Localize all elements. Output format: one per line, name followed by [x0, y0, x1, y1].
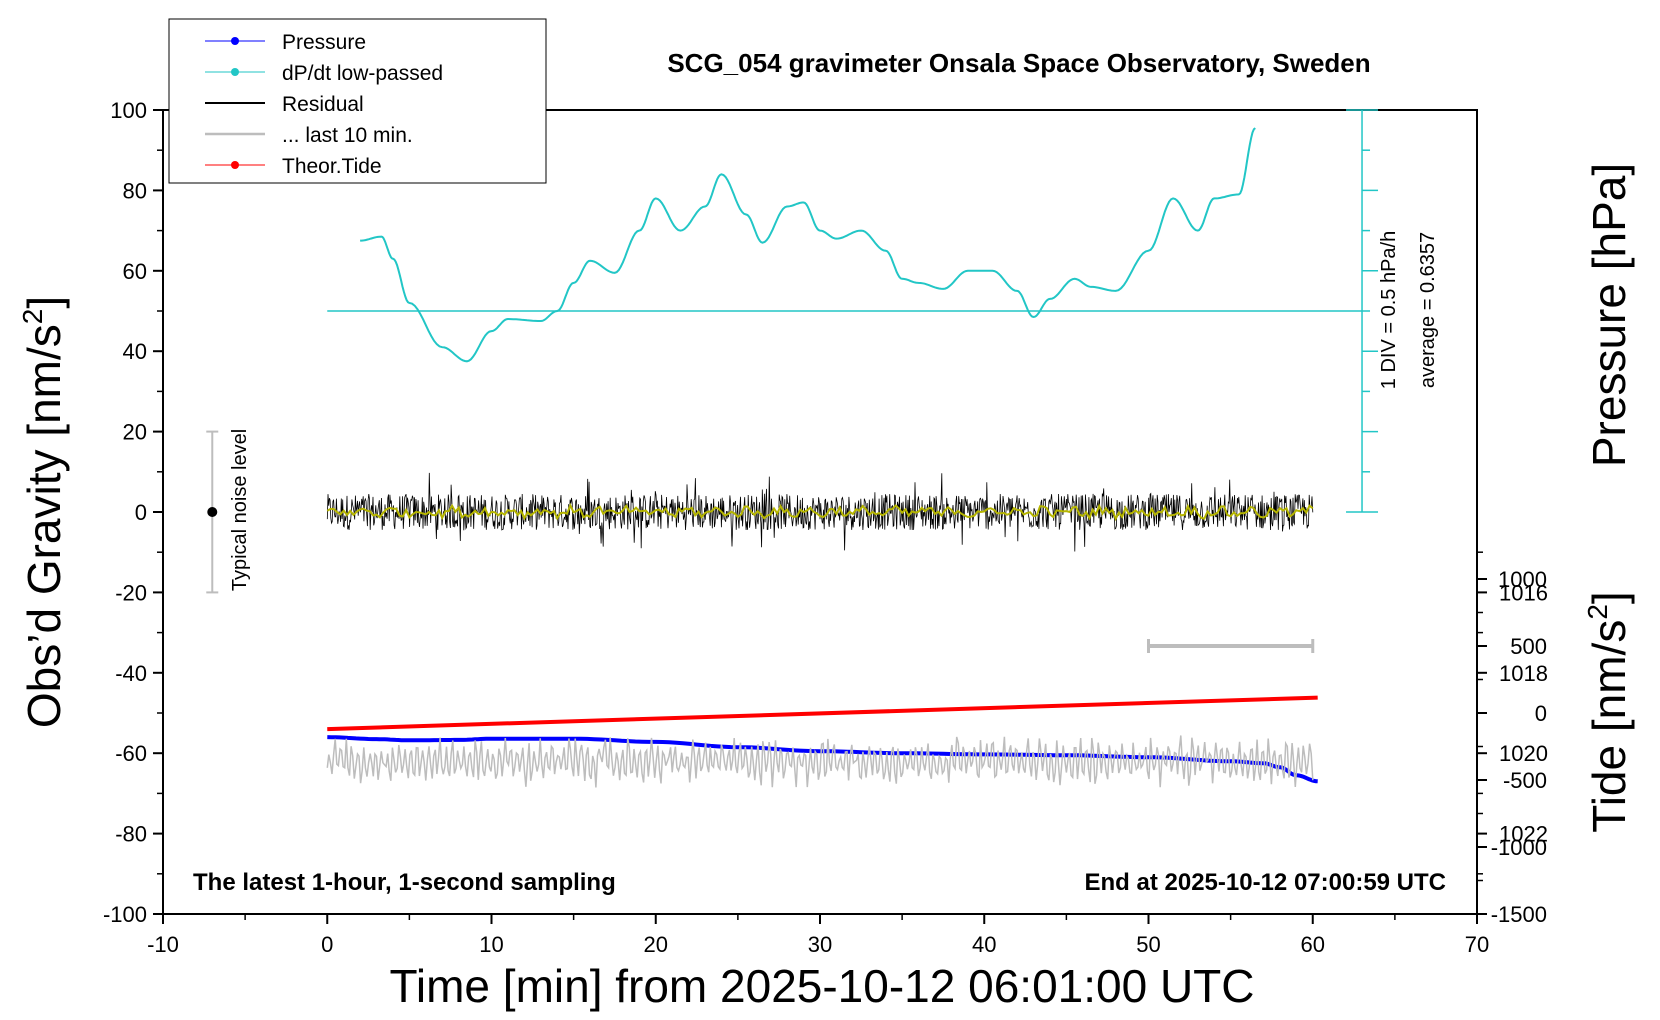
x-tick-label: 0	[321, 932, 333, 957]
y-left-tick-label: -60	[115, 741, 147, 766]
y-tide-tick-label: 0	[1535, 701, 1547, 726]
y-axis-label-tide: Tide [nm/s2]	[1582, 591, 1635, 832]
x-axis-label: Time [min] from 2025-10-12 06:01:00 UTC	[390, 960, 1255, 1012]
noise-level-label: Typical noise level	[229, 429, 251, 591]
y-left-tick-label: -100	[103, 902, 147, 927]
series-pressure	[327, 735, 1318, 784]
x-tick-label: 60	[1301, 932, 1325, 957]
legend-label: ... last 10 min.	[282, 124, 413, 147]
y-pressure-tick-label: 1020	[1499, 741, 1548, 766]
y-left-tick-label: -80	[115, 822, 147, 847]
y-axis-label-left: Obs’d Gravity [nm/s2]	[17, 296, 70, 728]
bottom-left-note: The latest 1-hour, 1-second sampling	[193, 869, 616, 896]
series-residual	[326, 472, 1314, 552]
x-tick-label: 10	[479, 932, 503, 957]
legend-label: Residual	[282, 93, 364, 116]
y-left-tick-label: 20	[123, 420, 147, 445]
series-layer	[326, 127, 1318, 788]
series-last-10-min	[326, 735, 1314, 788]
y-left-tick-label: -20	[115, 580, 147, 605]
legend-box	[168, 18, 547, 184]
x-tick-label: 50	[1136, 932, 1160, 957]
y-left-tick-label: 40	[123, 339, 147, 364]
bottom-right-note: End at 2025-10-12 07:00:59 UTC	[1085, 869, 1447, 896]
series-dpdt-low-passed	[360, 127, 1256, 363]
y-tide-tick-label: -1000	[1491, 835, 1547, 860]
legend: Pressure dP/dt low-passed Residual ... last…	[168, 18, 547, 184]
y-pressure-tick-label: 1022	[1499, 822, 1548, 847]
x-tick-label: 40	[972, 932, 996, 957]
y-left-tick-label: 60	[123, 259, 147, 284]
scale-label-average: average = 0.6357	[1417, 232, 1439, 388]
x-tick-label: 30	[808, 932, 832, 957]
y-left-tick-label: -40	[115, 661, 147, 686]
y-tide-tick-label: -1500	[1491, 902, 1547, 927]
y-tide-tick-label: -500	[1503, 768, 1547, 793]
series-residual-low-passed	[326, 502, 1314, 522]
y-axis-label-pressure: Pressure [hPa]	[1583, 163, 1635, 467]
y-pressure-tick-label: 1018	[1499, 661, 1548, 686]
annotations-layer	[206, 109, 1379, 653]
y-left-tick-label: 0	[135, 500, 147, 525]
legend-label: Pressure	[282, 31, 366, 54]
x-tick-label: 70	[1465, 932, 1489, 957]
series-theor-tide	[327, 695, 1318, 732]
y-tide-tick-label: 500	[1510, 634, 1547, 659]
x-tick-label: 20	[644, 932, 668, 957]
scale-label-div: 1 DIV = 0.5 hPa/h	[1378, 231, 1400, 389]
legend-marker	[231, 161, 239, 169]
chart-title: SCG_054 gravimeter Onsala Space Observat…	[667, 48, 1370, 78]
legend-marker	[231, 37, 239, 45]
plot-axes: -10 0 10 20 30 40 50 60 70-100-80-60-40-20020406…	[103, 98, 1548, 957]
y-tide-tick-label: 1000	[1498, 567, 1547, 592]
noise-level-dot	[207, 507, 218, 517]
y-left-tick-label: 80	[123, 178, 147, 203]
x-tick-label: -10	[147, 932, 179, 957]
legend-label: Theor.Tide	[282, 155, 382, 178]
y-pressure-tick-label: 1016	[1499, 580, 1548, 605]
y-left-tick-label: 100	[110, 98, 147, 123]
legend-label: dP/dt low-passed	[282, 62, 443, 85]
legend-marker	[231, 68, 239, 76]
